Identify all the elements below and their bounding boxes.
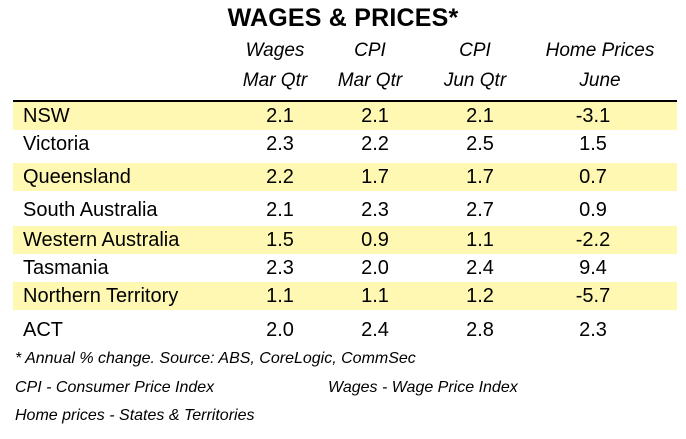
footnote-wages: Wages - Wage Price Index [328, 379, 518, 396]
col-subheader-cpi-mar: Mar Qtr [337, 70, 403, 91]
col-subheader-cpi-jun: Jun Qtr [443, 70, 507, 91]
value-cell: 2.3 [266, 133, 294, 155]
value-cell: 2.3 [579, 319, 607, 341]
value-cell: 1.7 [361, 166, 389, 188]
value-cell: 2.3 [266, 257, 294, 279]
footnote-home-prices: Home prices - States & Territories [15, 407, 255, 424]
row-label: South Australia [23, 199, 158, 221]
value-cell: -2.2 [575, 229, 611, 251]
value-cell: 0.7 [579, 166, 607, 188]
value-cell: 1.1 [266, 285, 294, 307]
col-header-cpi-mar: CPI [354, 40, 386, 61]
header-divider [13, 100, 677, 102]
value-cell: 1.7 [466, 166, 494, 188]
table-title: WAGES & PRICES* [227, 4, 459, 32]
row-label: ACT [23, 319, 63, 341]
table-row: Northern Territory 1.1 1.1 1.2 -5.7 [13, 282, 677, 310]
row-label: Tasmania [23, 257, 109, 279]
table-row: Queensland 2.2 1.7 1.7 0.7 [13, 163, 677, 191]
col-subheader-home-prices: June [579, 70, 621, 91]
footnote-cpi: CPI - Consumer Price Index [15, 379, 215, 396]
value-cell: -5.7 [575, 285, 611, 307]
table-row: South Australia 2.1 2.3 2.7 0.9 [13, 196, 677, 224]
value-cell: 2.1 [266, 199, 294, 221]
value-cell: 2.0 [361, 257, 389, 279]
value-cell: 2.2 [361, 133, 389, 155]
row-label: Queensland [23, 166, 131, 188]
value-cell: 2.0 [266, 319, 294, 341]
value-cell: 1.2 [466, 285, 494, 307]
value-cell: 1.1 [466, 229, 494, 251]
value-cell: 2.3 [361, 199, 389, 221]
col-header-home-prices: Home Prices [545, 40, 655, 61]
row-label: Victoria [23, 133, 90, 155]
value-cell: 2.1 [466, 105, 494, 127]
table-row: Victoria 2.3 2.2 2.5 1.5 [13, 130, 677, 158]
table-row: Tasmania 2.3 2.0 2.4 9.4 [13, 254, 677, 282]
col-subheader-wages: Mar Qtr [242, 70, 308, 91]
value-cell: 0.9 [579, 199, 607, 221]
value-cell: 2.1 [361, 105, 389, 127]
row-label: NSW [23, 105, 70, 127]
row-label: Northern Territory [23, 285, 179, 307]
value-cell: 2.8 [466, 319, 494, 341]
value-cell: 1.5 [266, 229, 294, 251]
footnote-source: * Annual % change. Source: ABS, CoreLogi… [15, 350, 416, 367]
table-row: Western Australia 1.5 0.9 1.1 -2.2 [13, 226, 677, 254]
row-label: Western Australia [23, 229, 180, 251]
value-cell: 2.2 [266, 166, 294, 188]
value-cell: 1.5 [579, 133, 607, 155]
table-row: NSW 2.1 2.1 2.1 -3.1 [13, 102, 677, 130]
value-cell: 2.4 [361, 319, 389, 341]
value-cell: 2.4 [466, 257, 494, 279]
value-cell: 2.1 [266, 105, 294, 127]
value-cell: 2.5 [466, 133, 494, 155]
col-header-cpi-jun: CPI [459, 40, 491, 61]
value-cell: -3.1 [575, 105, 611, 127]
value-cell: 1.1 [361, 285, 389, 307]
value-cell: 2.7 [466, 199, 494, 221]
table-row: ACT 2.0 2.4 2.8 2.3 [13, 316, 677, 344]
value-cell: 0.9 [361, 229, 389, 251]
value-cell: 9.4 [579, 257, 607, 279]
col-header-wages: Wages [245, 40, 305, 61]
